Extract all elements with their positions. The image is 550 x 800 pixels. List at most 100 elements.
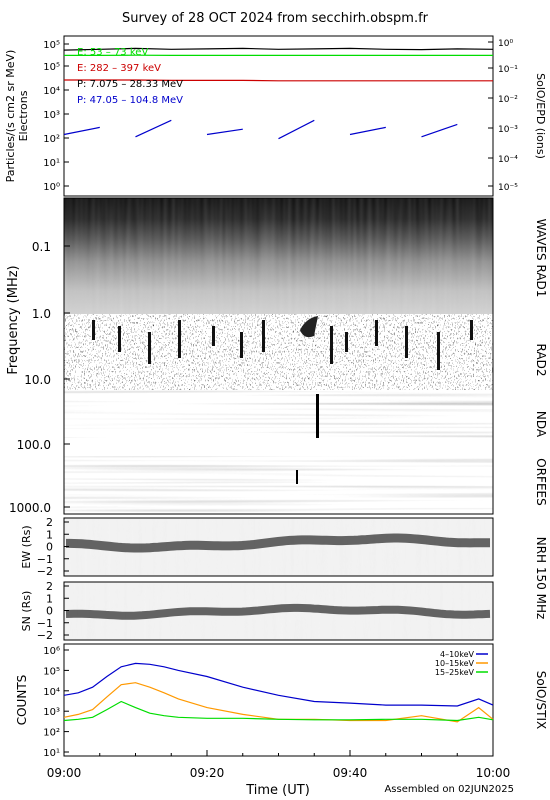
rad2-burst-mark xyxy=(178,320,181,358)
epd-right-ticks: 10⁰ 10⁻¹ 10⁻² 10⁻³ 10⁻⁴ 10⁻⁵ xyxy=(488,39,518,193)
epd-legend-entry: P: 47.05 – 104.8 MeV xyxy=(77,95,183,106)
epd-series-line xyxy=(278,119,315,140)
epd-right-tick-label: 10⁰ xyxy=(498,39,513,49)
epd-series-line xyxy=(421,123,458,138)
radio-tick-label: 0.1 xyxy=(32,240,51,254)
stix-legend-entry: 4–10keV xyxy=(440,650,475,659)
radio-frame xyxy=(63,197,494,515)
nrh-ew-ticks: 210−1−2 xyxy=(37,516,69,578)
epd-ylabel-electrons: Electrons xyxy=(17,90,30,141)
stix-series-line xyxy=(63,682,494,723)
orfees-spectrogram xyxy=(64,456,493,514)
radio-ylabel: Frequency (MHz) xyxy=(6,265,21,374)
nrh-instrument-label: NRH 150 MHz xyxy=(534,537,548,620)
nda-spectrogram xyxy=(64,390,493,438)
stix-ticks: 10⁶ 10⁵ 10⁴ 10³ 10² 10¹ xyxy=(43,646,69,759)
epd-panel: 10⁵ 10⁵ 10⁴ 10³ 10² 10¹ 10⁰ 10⁰ 10⁻¹ 10⁻² 10⁻³ 10⁻… xyxy=(4,35,547,197)
nrh-ew-tick-label: 0 xyxy=(46,541,53,554)
rad2-burst-mark xyxy=(92,320,95,340)
rad2-burst-mark xyxy=(148,332,151,364)
epd-series-line xyxy=(64,79,493,82)
rad2-burst-mark xyxy=(470,320,473,340)
time-axis: 09:00 09:20 09:40 10:00 xyxy=(47,750,511,780)
stix-legend-entry: 15–25keV xyxy=(435,668,475,677)
time-tick-label: 09:40 xyxy=(333,766,368,780)
radio-instrument-labels: WAVES RAD1 RAD2 NDA ORFEES xyxy=(534,219,548,506)
nrh-ew-label: EW (Rs) xyxy=(20,525,33,568)
stix-series xyxy=(63,662,494,723)
epd-series-line xyxy=(63,47,494,51)
stix-tick-label: 10⁶ xyxy=(43,646,60,657)
rad2-burst-mark xyxy=(118,326,121,352)
epd-series-line xyxy=(349,126,386,136)
nrh-ew-tick-label: 1 xyxy=(46,528,53,541)
epd-left-tick-label: 10⁴ xyxy=(43,86,60,97)
radio-tick-label: 100.0 xyxy=(17,438,51,452)
nrh-sn-source-track xyxy=(65,603,491,620)
nrh-ew-tick-label: −2 xyxy=(37,565,53,578)
epd-ylabel: Particles/(s cm2 sr MeV) xyxy=(4,50,17,183)
nrh-ew-panel: 210−1−2 EW (Rs) xyxy=(20,516,494,578)
stix-tick-label: 10² xyxy=(43,728,60,739)
stix-frame xyxy=(63,643,494,757)
stix-series-line xyxy=(63,700,494,722)
radio-instrument-label: ORFEES xyxy=(534,458,548,505)
assembled-footer: Assembled on 02JUN2025 xyxy=(384,784,514,795)
radio-tick-label: 1.0 xyxy=(32,307,51,321)
epd-left-ticks: 10⁵ 10⁵ 10⁴ 10³ 10² 10¹ 10⁰ xyxy=(43,40,69,193)
radio-instrument-label: WAVES RAD1 xyxy=(534,219,548,298)
nrh-ew-tick-label: −1 xyxy=(37,553,53,566)
epd-right-tick-label: 10⁻³ xyxy=(498,125,518,135)
rad2-burst-mark xyxy=(345,332,348,352)
nrh-sn-tick-label: −2 xyxy=(37,629,53,642)
radio-gap xyxy=(64,438,493,456)
epd-series-line xyxy=(206,128,243,136)
rad2-burst-mark xyxy=(240,332,243,358)
rad2-spectrogram xyxy=(64,314,493,390)
epd-series-line xyxy=(63,126,100,136)
nrh-sn-tick-label: 2 xyxy=(46,580,53,593)
epd-right-tick-label: 10⁻¹ xyxy=(498,65,518,75)
stix-ylabel: COUNTS xyxy=(15,675,29,726)
epd-left-tick-label: 10³ xyxy=(43,110,60,121)
rad2-burst-mark xyxy=(330,326,333,364)
epd-legend-entry: P: 7.075 – 28.33 MeV xyxy=(77,79,183,90)
nrh-sn-tick-label: 0 xyxy=(46,605,53,618)
epd-left-tick-label: 10⁰ xyxy=(43,182,60,193)
epd-series-line xyxy=(135,119,172,138)
nrh-ew-tick-label: 2 xyxy=(46,516,53,529)
nrh-sn-tick-label: −1 xyxy=(37,617,53,630)
epd-legend: E: 53 – 73 keV E: 282 – 397 keV P: 7.075 –… xyxy=(77,47,183,106)
stix-panel: 10⁶ 10⁵ 10⁴ 10³ 10² 10¹ 4–10keV10–15keV15–25k… xyxy=(15,643,548,759)
radio-instrument-label: RAD2 xyxy=(534,344,548,377)
nda-burst xyxy=(316,394,319,438)
epd-legend-entry: E: 53 – 73 keV xyxy=(77,47,148,58)
stix-tick-label: 10³ xyxy=(43,707,60,718)
epd-left-tick-label: 10² xyxy=(43,134,60,145)
epd-left-tick-label: 10¹ xyxy=(43,158,60,169)
radio-tick-label: 1000.0 xyxy=(9,501,51,515)
nrh-ew-source-track xyxy=(66,533,490,553)
epd-left-tick-label: 10⁵ xyxy=(43,40,60,51)
radio-panel: 0.1 1.0 10.0 100.0 1000.0 Frequency (MHz) WA… xyxy=(6,197,548,515)
rad2-burst-mark xyxy=(262,320,265,352)
nrh-sn-tick-label: 1 xyxy=(46,592,53,605)
epd-right-tick-label: 10⁻⁴ xyxy=(498,155,518,165)
rad2-burst-mark xyxy=(405,326,408,358)
stix-series-line xyxy=(63,662,494,707)
time-tick-label: 09:20 xyxy=(190,766,225,780)
nrh-sn-label: SN (Rs) xyxy=(20,591,33,632)
stix-right-label: SolO/STIX xyxy=(534,671,548,730)
epd-legend-entry: E: 282 – 397 keV xyxy=(77,63,161,74)
time-tick-label: 10:00 xyxy=(476,766,511,780)
radio-tick-label: 10.0 xyxy=(24,373,51,387)
xaxis-label: Time (UT) xyxy=(245,783,310,798)
epd-right-label: SolO/EPD (ions) xyxy=(534,73,547,159)
rad2-type3-burst xyxy=(300,316,318,338)
rad1-texture xyxy=(64,198,493,314)
orfees-burst xyxy=(296,470,298,484)
time-tick-label: 09:00 xyxy=(47,766,82,780)
figure-title: Survey of 28 OCT 2024 from secchirh.obsp… xyxy=(122,11,429,26)
